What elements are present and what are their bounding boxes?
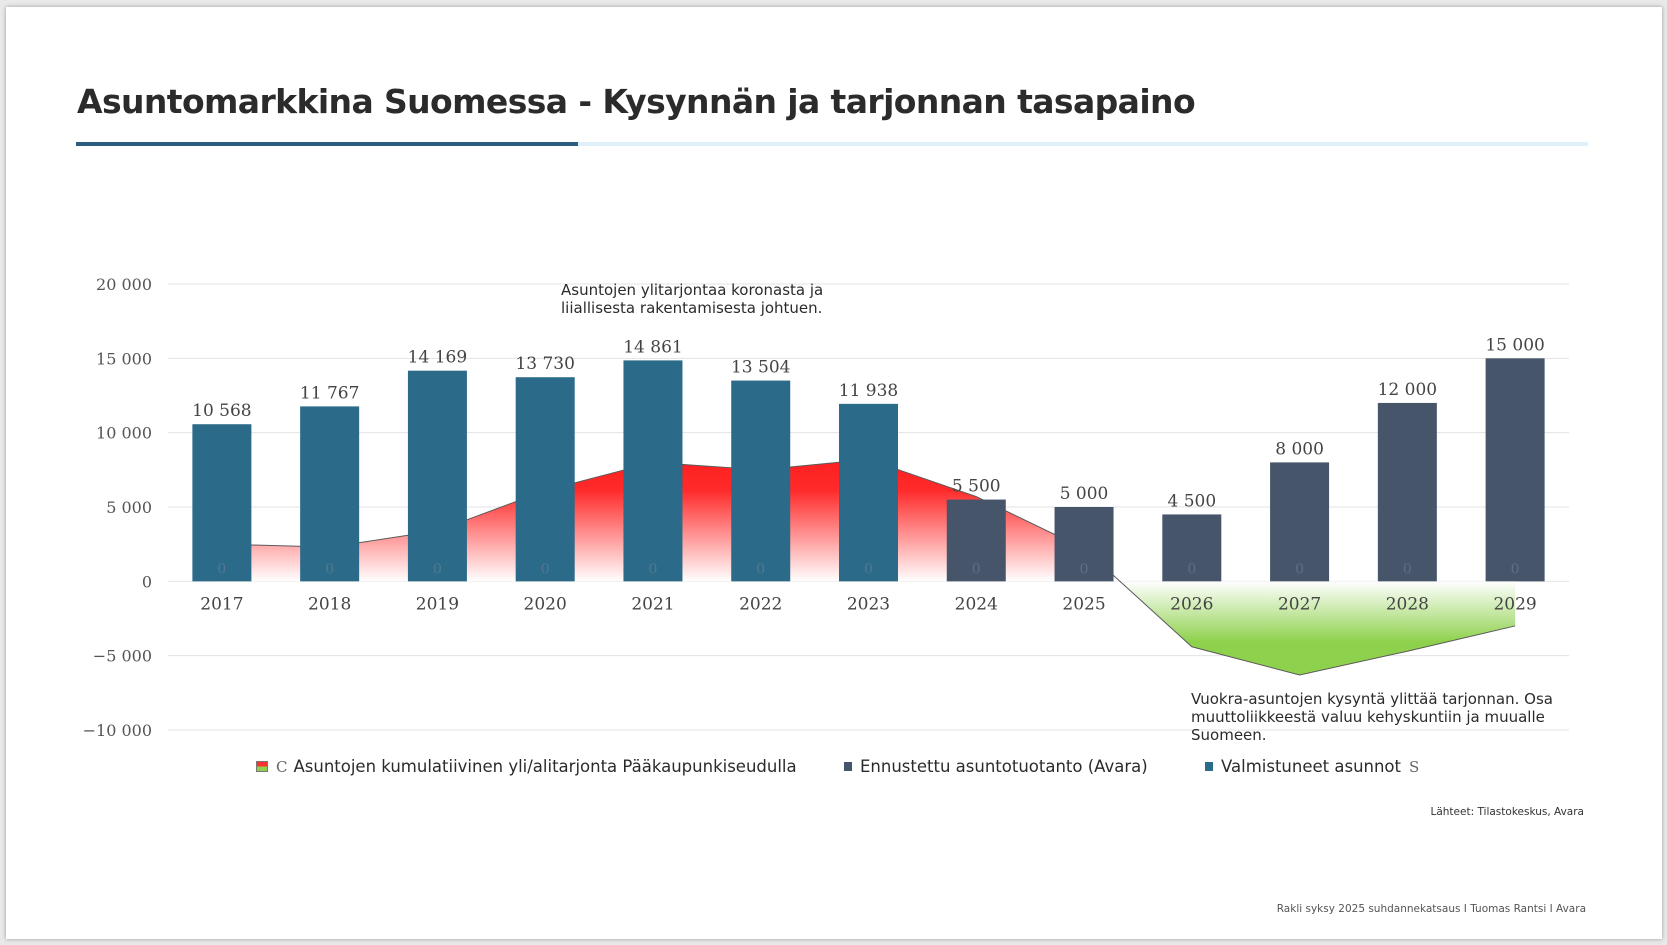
x-tick-label: 2021 xyxy=(631,594,674,614)
annotation-oversupply: Asuntojen ylitarjontaa koronasta ja liia… xyxy=(561,281,824,317)
bar-forecast xyxy=(1485,358,1545,582)
x-tick-label: 2029 xyxy=(1493,594,1536,614)
legend-area-glyph: C xyxy=(276,757,288,776)
bar-forecast xyxy=(1270,462,1330,582)
bar-forecast xyxy=(1054,507,1114,582)
bar-actual xyxy=(407,370,467,582)
bar-value-label: 4 500 xyxy=(1167,491,1216,511)
bar-value-label: 11 767 xyxy=(300,383,359,403)
x-tick-label: 2023 xyxy=(847,594,890,614)
bar-value-label: 11 938 xyxy=(839,381,898,401)
x-tick-label: 2025 xyxy=(1062,594,1105,614)
y-tick-label: 5 000 xyxy=(106,498,152,517)
legend-item-actual: Valmistuneet asunnot S xyxy=(1205,757,1425,776)
bar-inner-label: 0 xyxy=(1295,561,1304,577)
legend-actual-label: Valmistuneet asunnot xyxy=(1221,757,1402,776)
bar-inner-label: 0 xyxy=(325,561,334,577)
bar-inner-label: 0 xyxy=(1187,561,1196,577)
bars xyxy=(192,358,1545,582)
bar-inner-label: 0 xyxy=(433,561,442,577)
bar-value-label: 5 500 xyxy=(952,477,1001,497)
bar-inner-label: 0 xyxy=(649,561,658,577)
footer-note: Rakli syksy 2025 suhdannekatsaus I Tuoma… xyxy=(1276,903,1586,915)
bar-actual xyxy=(623,360,683,582)
y-tick-label: −10 000 xyxy=(83,721,152,740)
annotation-undersupply: Vuokra-asuntojen kysyntä ylittää tarjonn… xyxy=(1191,690,1553,744)
legend-item-forecast: Ennustettu asuntotuotanto (Avara) xyxy=(844,757,1148,776)
x-tick-label: 2019 xyxy=(416,594,459,614)
x-tick-label: 2024 xyxy=(955,594,998,614)
bar-value-label: 14 169 xyxy=(408,348,467,368)
y-tick-label: 15 000 xyxy=(96,349,152,368)
labels: 20 000 15 000 10 000 5 000 0 −5 000 −10 000 10 … xyxy=(83,275,1545,740)
bar-forecast xyxy=(946,499,1006,582)
bar-inner-label: 0 xyxy=(1511,561,1520,577)
bar-inner-label: 0 xyxy=(1080,561,1089,577)
x-tick-label: 2020 xyxy=(524,594,567,614)
legend-actual-glyph: S xyxy=(1409,757,1420,776)
title-underline xyxy=(578,142,1588,146)
bar-value-label: 10 568 xyxy=(192,401,251,421)
bar-actual xyxy=(839,403,898,582)
bar-value-label: 12 000 xyxy=(1378,380,1437,400)
y-tick-label: 10 000 xyxy=(96,424,152,443)
y-tick-label: 0 xyxy=(142,572,152,591)
x-tick-label: 2022 xyxy=(739,594,782,614)
x-tick-label: 2026 xyxy=(1170,594,1213,614)
bar-actual xyxy=(192,424,252,582)
bar-value-label: 8 000 xyxy=(1275,439,1324,459)
bar-inner-label: 0 xyxy=(756,561,765,577)
source-note: Lähteet: Tilastokeskus, Avara xyxy=(1430,806,1584,818)
bar-value-label: 15 000 xyxy=(1485,335,1544,355)
bar-actual xyxy=(731,380,791,582)
bar-actual xyxy=(515,377,575,582)
bar-value-label: 13 504 xyxy=(731,358,790,378)
x-tick-label: 2018 xyxy=(308,594,351,614)
bar-value-label: 14 861 xyxy=(623,337,682,357)
bar-inner-label: 0 xyxy=(864,561,873,577)
title-underline-accent xyxy=(76,142,578,146)
bar-value-label: 13 730 xyxy=(515,354,574,374)
page-title: Asuntomarkkina Suomessa - Kysynnän ja ta… xyxy=(77,82,1196,121)
y-tick-label: 20 000 xyxy=(96,275,152,294)
legend-item-area: C Asuntojen kumulatiivinen yli/alitarjon… xyxy=(256,757,797,776)
x-tick-label: 2017 xyxy=(200,594,243,614)
bar-actual xyxy=(300,406,360,582)
area-undersupply xyxy=(1119,581,1516,675)
bar-forecast xyxy=(1377,402,1437,582)
x-tick-label: 2027 xyxy=(1278,594,1321,614)
bar-value-label: 5 000 xyxy=(1060,484,1109,504)
bar-inner-label: 0 xyxy=(541,561,550,577)
x-tick-label: 2028 xyxy=(1386,594,1429,614)
legend-forecast-swatch xyxy=(844,762,852,771)
bar-inner-label: 0 xyxy=(217,561,226,577)
legend-area-swatch xyxy=(256,761,268,772)
bar-forecast xyxy=(1162,514,1222,582)
legend-actual-swatch xyxy=(1205,762,1213,771)
legend-area-label: Asuntojen kumulatiivinen yli/alitarjonta… xyxy=(293,757,797,776)
legend-forecast-label: Ennustettu asuntotuotanto (Avara) xyxy=(860,757,1148,776)
y-tick-label: −5 000 xyxy=(93,647,152,666)
bar-inner-label: 0 xyxy=(972,561,981,577)
bar-inner-label: 0 xyxy=(1403,561,1412,577)
